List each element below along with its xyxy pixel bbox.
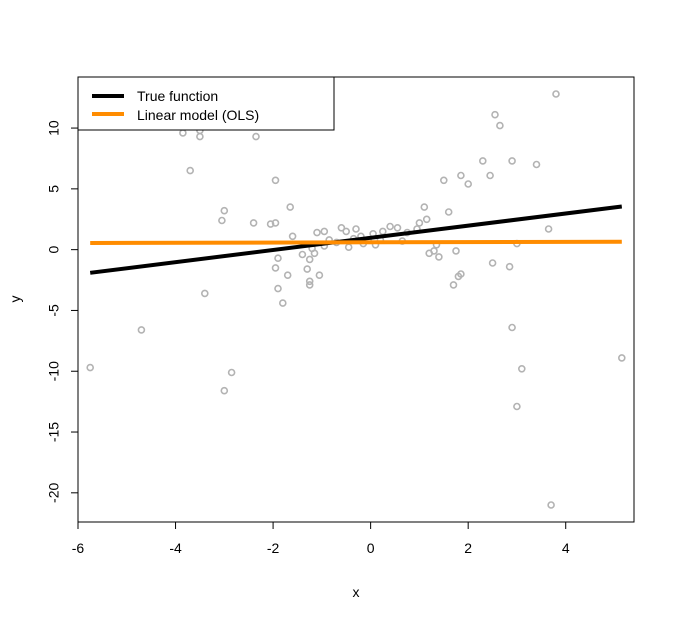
data-point-69 [486,171,494,180]
data-point-6 [201,289,209,298]
data-point-26 [305,277,314,286]
data-point-22 [288,232,297,241]
data-point-19 [278,299,287,307]
data-point-81 [547,501,555,509]
data-point-33 [320,227,329,236]
data-point-66 [457,171,465,180]
y-tick-label-3: -5 [46,304,62,317]
legend-label-true-function: True function [137,88,218,104]
data-point-62 [449,281,458,289]
data-point-36 [337,224,346,232]
data-point-18 [274,284,282,293]
data-point-25 [305,255,314,264]
data-point-9 [220,386,229,395]
series-line-0 [89,204,623,275]
x-tick-label-1: -4 [169,540,182,556]
y-tick-label-2: -10 [46,361,62,381]
data-point-55 [422,215,431,224]
data-point-2 [179,129,187,137]
data-point-59 [435,253,443,261]
y-tick-label-4: 0 [46,246,62,254]
data-point-29 [310,249,319,258]
lines-layer [89,204,623,275]
data-point-10 [227,368,236,377]
data-point-83 [617,354,626,362]
data-point-1 [137,326,146,334]
x-tick-label-5: 4 [562,540,570,556]
data-point-11 [249,219,258,227]
y-axis: -20 -15 -10 -5 0 5 10 [46,120,79,503]
y-tick-label-0: -20 [46,482,62,502]
series-line-1 [90,239,622,245]
data-point-60 [439,176,448,185]
data-point-14 [271,176,280,185]
data-point-82 [552,90,560,98]
legend-label-linear-model: Linear model (OLS) [137,107,259,123]
data-point-63 [452,247,460,255]
x-tick-label-4: 2 [464,540,472,556]
data-point-65 [457,270,465,278]
data-point-16 [271,264,280,272]
data-point-37 [342,227,351,236]
legend: True function Linear model (OLS) [77,76,335,131]
data-point-53 [415,219,424,227]
data-point-47 [378,227,387,236]
data-point-7 [218,216,226,225]
data-point-3 [186,166,194,175]
data-point-23 [298,250,307,259]
x-tick-label-3: 0 [367,540,375,556]
data-point-40 [352,225,360,233]
legend-box [77,76,335,131]
data-point-57 [430,247,438,255]
data-point-72 [496,121,504,130]
data-point-24 [303,265,312,273]
data-point-80 [544,225,553,233]
plot-frame [77,76,635,523]
y-tick-label-5: 5 [46,185,62,193]
data-point-27 [305,281,314,289]
data-point-67 [464,180,473,188]
data-point-48 [386,222,394,231]
data-point-12 [252,132,260,141]
data-point-61 [444,208,453,216]
x-axis: -6 -4 -2 0 2 4 [72,521,570,556]
x-tick-label-2: -2 [267,540,280,556]
data-point-38 [344,243,353,251]
data-point-78 [517,364,526,373]
data-point-71 [491,110,499,119]
data-point-0 [86,363,94,372]
data-point-70 [488,259,497,267]
x-axis-title: x [353,584,360,600]
data-point-77 [513,402,521,411]
data-point-79 [532,160,541,169]
y-tick-label-6: 10 [46,120,62,136]
y-axis-title: y [7,296,23,303]
data-point-74 [508,323,516,332]
data-point-73 [505,262,514,271]
data-point-17 [274,254,282,263]
x-tick-label-0: -6 [72,540,85,556]
data-point-21 [286,203,295,211]
data-point-4 [196,132,204,141]
data-point-75 [508,157,516,165]
data-point-31 [315,271,324,280]
data-point-49 [393,224,402,232]
data-point-20 [283,271,292,280]
data-point-13 [266,220,275,228]
data-point-54 [420,203,429,211]
data-point-8 [220,206,229,215]
data-point-68 [478,157,487,165]
points-layer [86,90,626,509]
data-point-15 [271,219,280,227]
data-point-30 [313,228,321,237]
y-tick-label-1: -15 [46,422,62,442]
